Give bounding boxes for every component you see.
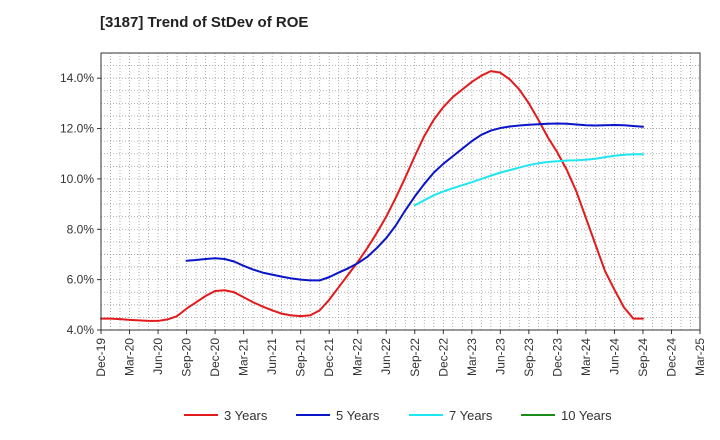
x-tick-label: Dec-21: [322, 338, 336, 377]
x-tick-label: Jun-24: [607, 338, 621, 375]
x-axis-ticks: Dec-19 Mar-20 Jun-20 Sep-20 Dec-20 Mar-21 Jun-…: [94, 330, 707, 377]
x-tick-label: Mar-22: [351, 338, 365, 376]
x-tick-label: Jun-20: [151, 338, 165, 375]
x-tick-label: Dec-19: [94, 338, 108, 377]
y-tick-label: 10.0%: [60, 172, 94, 186]
series-line-7-years: [413, 153, 644, 207]
x-tick-label: Mar-21: [237, 338, 251, 376]
y-tick-label: 4.0%: [67, 323, 95, 337]
x-tick-label: Jun-22: [379, 338, 393, 375]
x-tick-label: Jun-21: [265, 338, 279, 375]
series-line-3-years: [100, 70, 644, 322]
x-tick-label: Sep-20: [180, 338, 194, 377]
x-tick-label: Mar-24: [579, 338, 593, 376]
x-tick-label: Sep-21: [294, 338, 308, 377]
x-tick-label: Dec-24: [664, 338, 678, 377]
y-tick-label: 12.0%: [60, 122, 94, 136]
x-tick-label: Dec-23: [550, 338, 564, 377]
x-tick-label: Mar-23: [465, 338, 479, 376]
legend-label: 3 Years: [224, 408, 268, 423]
legend-label: 10 Years: [561, 408, 612, 423]
x-tick-label: Sep-22: [408, 338, 422, 377]
chart-title: [3187] Trend of StDev of ROE: [100, 14, 309, 31]
legend-label: 5 Years: [336, 408, 380, 423]
legend: 3 Years 5 Years 7 Years 10 Years: [184, 408, 612, 423]
x-tick-label: Dec-22: [436, 338, 450, 377]
legend-label: 7 Years: [449, 408, 493, 423]
x-tick-label: Sep-23: [522, 338, 536, 377]
x-tick-label: Jun-23: [493, 338, 507, 375]
x-tick-label: Dec-20: [208, 338, 222, 377]
y-tick-label: 8.0%: [67, 222, 95, 236]
plot-frame: [100, 52, 701, 331]
series-line-5-years: [185, 122, 644, 282]
x-tick-label: Sep-24: [636, 338, 650, 377]
y-tick-label: 6.0%: [67, 273, 95, 287]
y-axis-ticks: 4.0% 6.0% 8.0% 10.0% 12.0% 14.0%: [60, 71, 101, 337]
y-tick-label: 14.0%: [60, 71, 94, 85]
series-lines: [100, 70, 644, 322]
grid: [101, 53, 700, 330]
x-tick-label: Mar-20: [123, 338, 137, 376]
x-tick-label: Mar-25: [693, 338, 707, 376]
